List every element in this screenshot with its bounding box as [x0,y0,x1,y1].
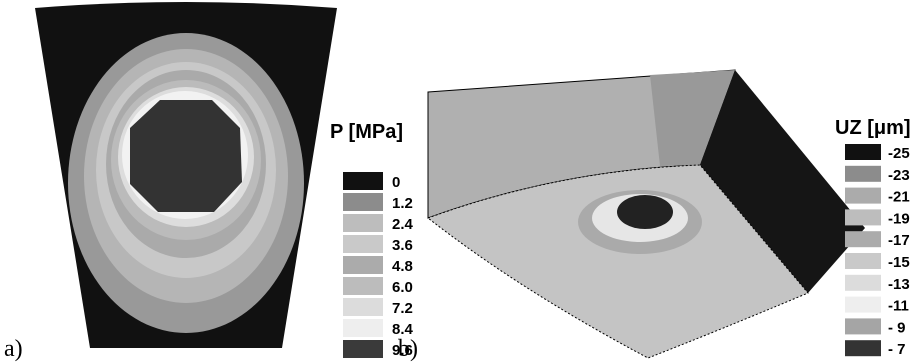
legend-swatch [845,231,881,247]
displacement-contour [428,70,865,358]
panel-label: b) [398,336,418,362]
legend-swatch [845,209,881,225]
legend-swatch [343,298,383,316]
legend-label: 3.6 [392,237,413,254]
legend-swatch [845,253,881,269]
legend-swatch [343,340,383,358]
legend-swatch [845,188,881,204]
legend-swatch [343,256,383,274]
legend-label: 2.4 [392,216,414,233]
legend-swatch [845,297,881,313]
legend-swatch [845,340,881,356]
legend-swatch [343,319,383,337]
legend-swatch [845,318,881,334]
legend-label: - 7 [888,341,906,358]
legend-label: -25 [888,145,910,162]
legend-swatch [845,275,881,291]
legend-swatch [343,172,383,190]
legend-swatch [343,193,383,211]
legend-label: 6.0 [392,279,413,296]
legend-swatch [845,166,881,182]
figure: a)P [MPa]01.22.43.64.86.07.28.49.6b)UZ [… [0,0,921,363]
legend-label: -19 [888,210,910,227]
pressure-contour [35,2,337,348]
legend-title: P [MPa] [330,121,403,143]
legend-label: -15 [888,254,910,271]
legend-label: 7.2 [392,300,413,317]
legend-label: -11 [888,298,909,315]
legend-label: 1.2 [392,195,413,212]
legend-label: 0 [392,174,400,191]
legend-label: 4.8 [392,258,413,275]
legend-title: UZ [μm] [835,117,911,139]
panel-label: a) [4,336,23,362]
legend-label: - 9 [888,319,906,336]
legend-label: -13 [888,276,910,293]
legend-label: -17 [888,232,910,249]
legend-label: -23 [888,167,910,184]
legend-label: -21 [888,189,910,206]
legend-swatch [343,214,383,232]
legend-swatch [343,235,383,253]
legend-swatch [845,144,881,160]
legend-swatch [343,277,383,295]
